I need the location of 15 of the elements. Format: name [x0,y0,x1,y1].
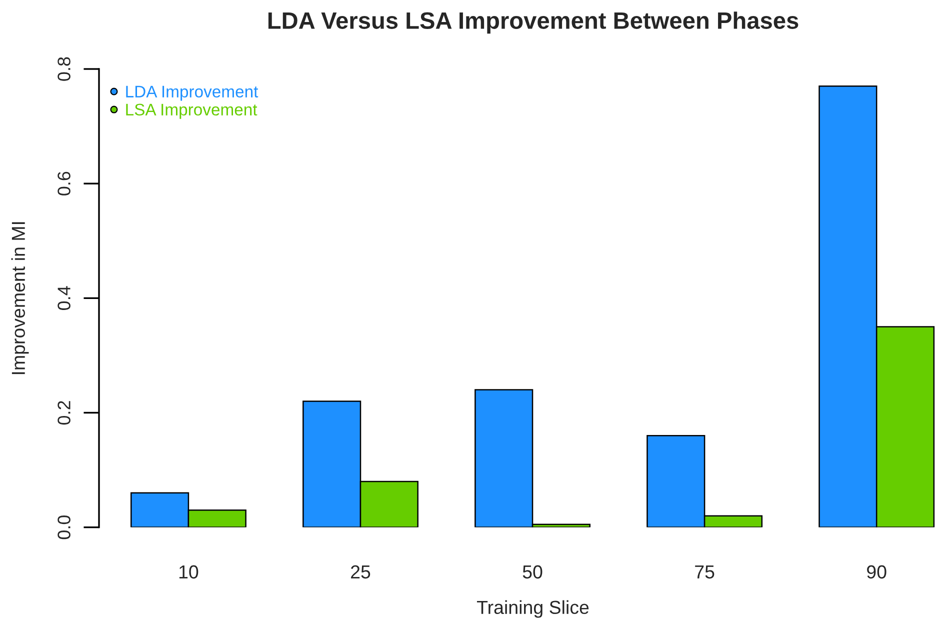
y-tick-label: 0.4 [58,286,70,310]
chart-title: LDA Versus LSA Improvement Between Phases [268,12,798,34]
y-tick-label: 0.0 [58,515,70,540]
x-axis-title: Training Slice [476,600,589,618]
x-tick-label: 75 [695,565,714,579]
y-tick-label: 0.8 [58,57,70,81]
x-tick-label: 25 [351,565,370,579]
y-axis-title: Improvement in MI [11,222,29,374]
y-tick-label: 0.6 [58,172,70,196]
legend-label: LSA Improvement [126,104,258,119]
y-tick-label: 0.2 [58,401,70,425]
x-tick-label: 50 [522,565,542,579]
x-tick-label: 10 [179,565,198,579]
x-tick-label: 90 [867,565,886,579]
legend-label: LDA Improvement [126,86,258,101]
